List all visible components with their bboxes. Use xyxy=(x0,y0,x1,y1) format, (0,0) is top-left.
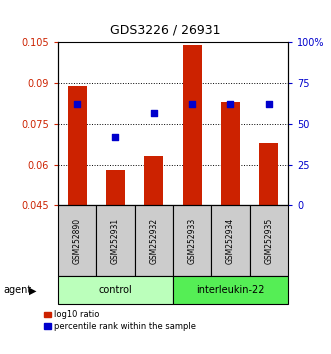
Bar xyxy=(221,102,240,205)
Point xyxy=(74,102,80,107)
Text: GSM252932: GSM252932 xyxy=(149,218,158,264)
Text: interleukin-22: interleukin-22 xyxy=(196,285,265,295)
Bar xyxy=(135,205,173,276)
Bar xyxy=(106,170,125,205)
Bar xyxy=(144,156,164,205)
Text: agent: agent xyxy=(3,285,31,295)
Bar xyxy=(96,205,135,276)
Point xyxy=(113,134,118,140)
Point xyxy=(266,102,271,107)
Point xyxy=(228,102,233,107)
Bar xyxy=(250,205,288,276)
Bar xyxy=(182,45,202,205)
Bar xyxy=(211,205,250,276)
Bar xyxy=(68,86,87,205)
Text: GSM252934: GSM252934 xyxy=(226,218,235,264)
Text: control: control xyxy=(99,285,132,295)
Text: GSM252890: GSM252890 xyxy=(72,218,82,264)
Bar xyxy=(173,276,288,304)
Text: GSM252931: GSM252931 xyxy=(111,218,120,264)
Text: ▶: ▶ xyxy=(29,285,37,295)
Text: GDS3226 / 26931: GDS3226 / 26931 xyxy=(110,23,221,36)
Text: GSM252935: GSM252935 xyxy=(264,218,273,264)
Legend: log10 ratio, percentile rank within the sample: log10 ratio, percentile rank within the … xyxy=(44,310,196,331)
Point xyxy=(151,110,157,115)
Bar xyxy=(259,143,278,205)
Point xyxy=(189,102,195,107)
Bar xyxy=(58,205,96,276)
Bar xyxy=(58,276,173,304)
Bar xyxy=(173,205,211,276)
Text: GSM252933: GSM252933 xyxy=(188,218,197,264)
